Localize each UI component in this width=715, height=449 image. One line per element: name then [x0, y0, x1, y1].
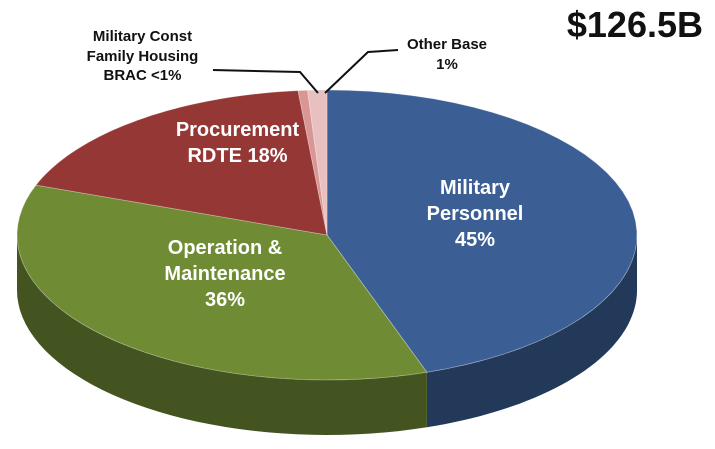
category-label: Military Const Family Housing BRAC: [86, 28, 199, 84]
slice-side: [426, 235, 637, 428]
value-label: <1%: [151, 67, 182, 84]
category-label: Procurement RDTE: [175, 119, 300, 167]
value-label: 1%: [436, 55, 458, 73]
leader-line: [212, 69, 319, 94]
slice-label: Procurement RDTE 18%: [150, 117, 325, 169]
category-label: Military Personnel: [426, 177, 524, 225]
slice: [16, 184, 428, 381]
category-label: Other Base: [406, 36, 488, 53]
slice: [326, 89, 638, 373]
value-label: 18%: [247, 145, 288, 167]
leader-line: [324, 49, 399, 94]
value-label: 45%: [454, 229, 496, 251]
slice: [35, 90, 328, 236]
value-label: 36%: [204, 289, 246, 311]
slice-label: Military Const Family Housing BRAC <1%: [70, 27, 215, 86]
slice-label: Operation & Maintenance 36%: [140, 235, 310, 313]
chart-title: $126.5B: [566, 4, 703, 45]
slice-label: Other Base 1%: [392, 35, 502, 74]
slice: [297, 89, 328, 236]
slice-side: [17, 235, 427, 435]
category-label: Operation & Maintenance: [164, 237, 286, 285]
slice-label: Military Personnel 45%: [405, 175, 545, 253]
slice: [307, 89, 328, 236]
